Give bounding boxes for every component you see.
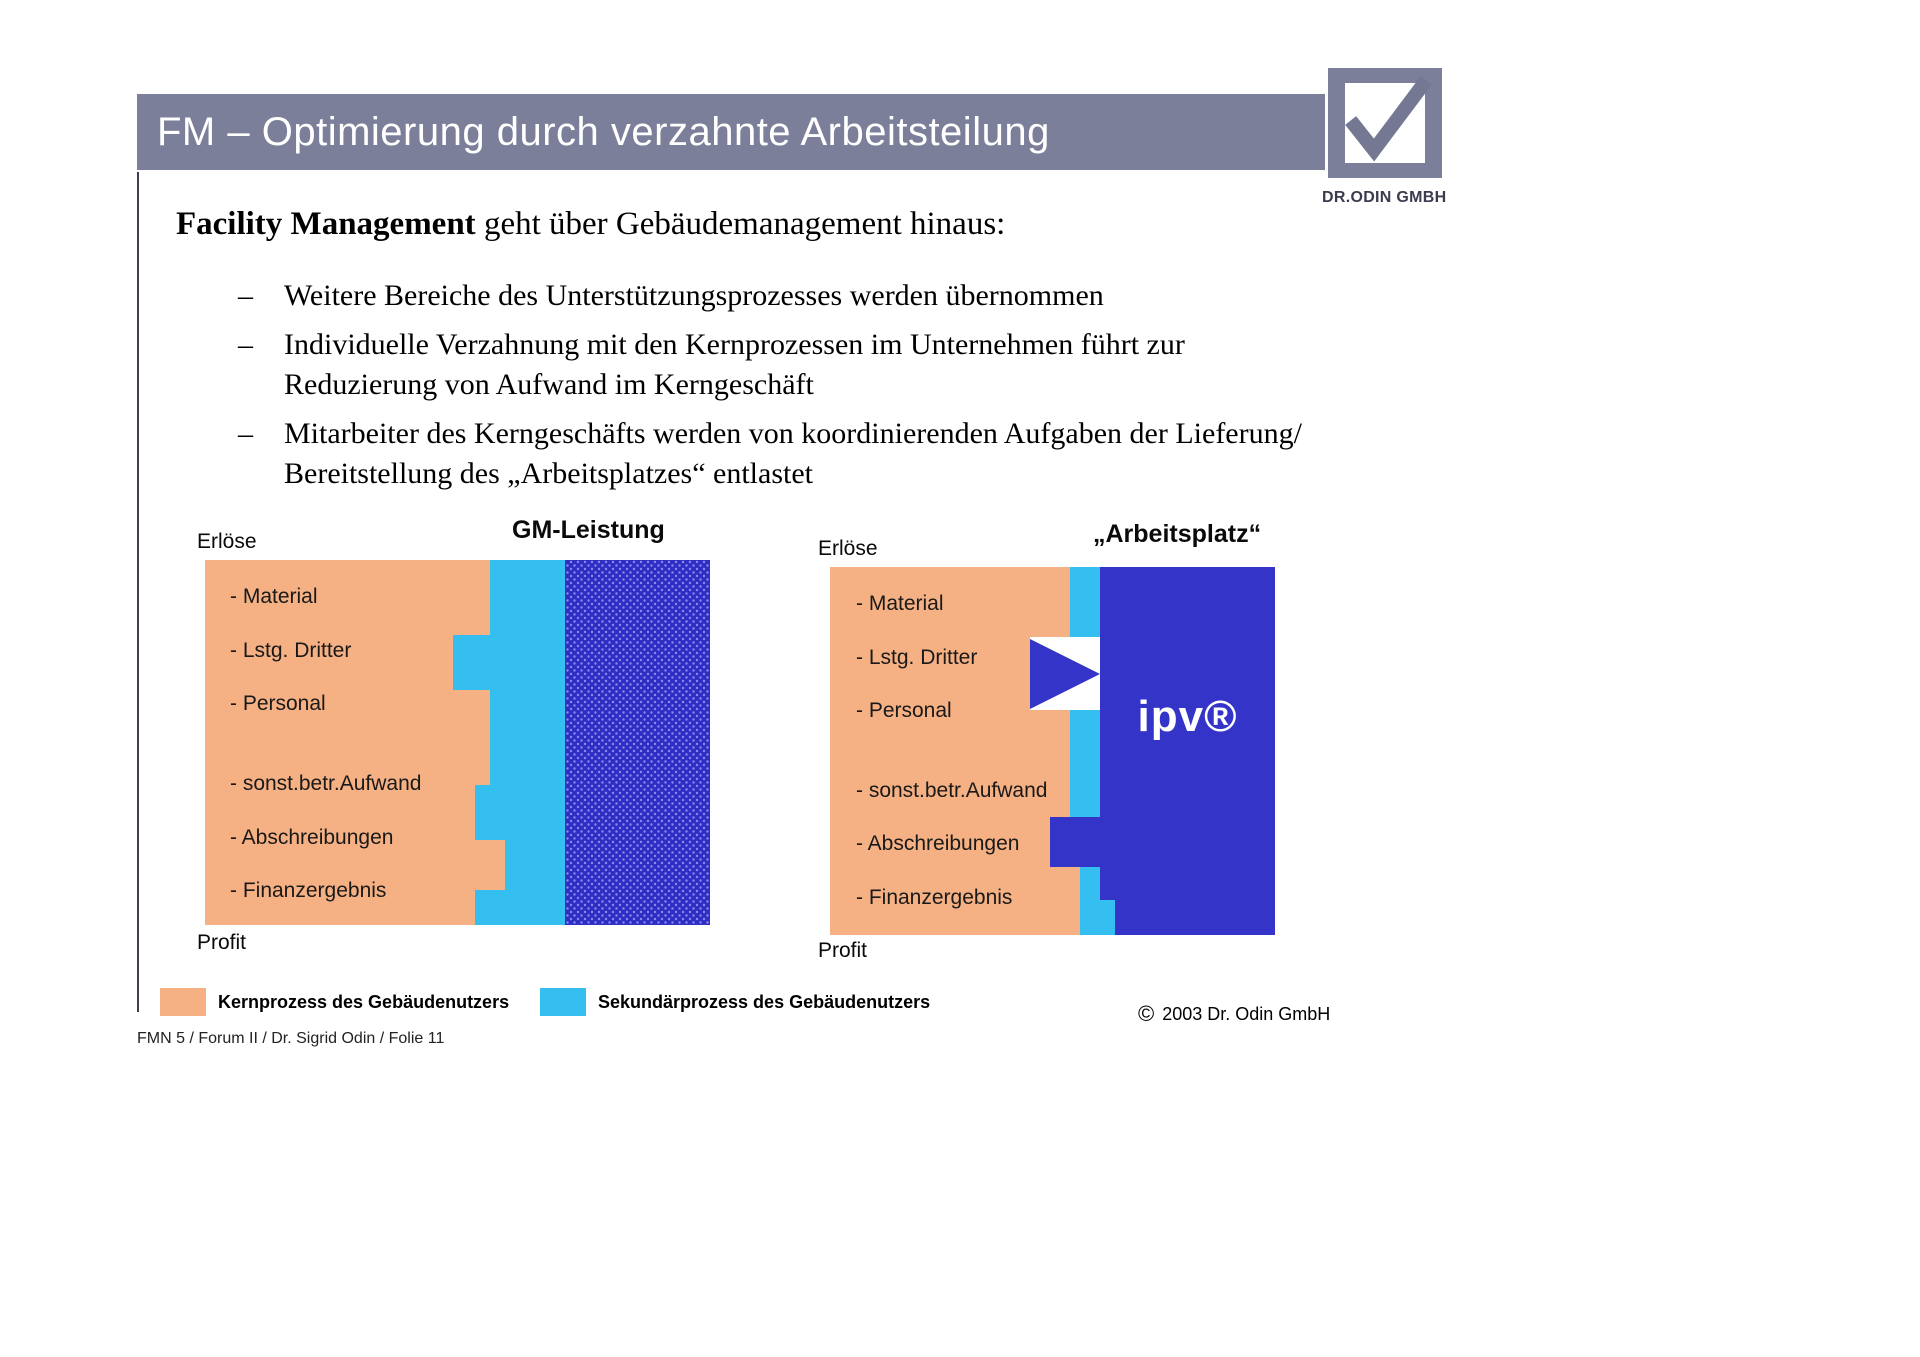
bullet-list: – Weitere Bereiche des Unterstützungspro… xyxy=(238,276,1328,502)
ap-secondary-top xyxy=(1070,567,1100,637)
gm-core-process-area xyxy=(205,560,505,925)
gm-item-finanzergebnis: - Finanzergebnis xyxy=(230,879,387,902)
legend-core-swatch xyxy=(160,988,206,1016)
legend-core-label: Kernprozess des Gebäudenutzers xyxy=(218,992,510,1012)
gm-item-material: - Material xyxy=(230,585,318,608)
header-bar: FM – Optimierung durch verzahnte Arbeits… xyxy=(137,94,1325,170)
legend-secondary-label: Sekundärprozess des Gebäudenutzers xyxy=(598,992,931,1012)
checkmark-icon xyxy=(1345,76,1432,162)
ap-item-sonst-aufwand: - sonst.betr.Aufwand xyxy=(856,779,1048,802)
bullet-text: Mitarbeiter des Kerngeschäfts werden von… xyxy=(284,416,1302,490)
ap-core-process-area xyxy=(830,567,1080,935)
ap-item-abschreibungen: - Abschreibungen xyxy=(856,832,1020,855)
heading-rest-part: geht über Gebäudemanagement hinaus: xyxy=(475,206,1006,242)
gm-chart-title: GM-Leistung xyxy=(512,516,665,544)
bullet-text: Weitere Bereiche des Unterstützungsproze… xyxy=(284,279,1104,312)
gm-chart-graphic xyxy=(205,560,710,925)
ap-chart-graphic xyxy=(830,567,1275,935)
bullet-item: – Individuelle Verzahnung mit den Kernpr… xyxy=(238,325,1328,405)
copyright: © 2003 Dr. Odin GmbH xyxy=(1138,1003,1330,1025)
bullet-dash: – xyxy=(238,279,253,312)
ap-ipv-block xyxy=(1050,567,1275,935)
heading-bold-part: Facility Management xyxy=(176,206,476,242)
company-name: DR.ODIN GMBH xyxy=(1322,189,1447,206)
gm-profit-label: Profit xyxy=(197,931,247,954)
ap-item-finanzergebnis: - Finanzergebnis xyxy=(856,886,1013,909)
gm-item-abschreibungen: - Abschreibungen xyxy=(230,826,394,849)
gm-erloese-label: Erlöse xyxy=(197,530,257,553)
content-left-rule xyxy=(137,172,139,1012)
bullet-text: Individuelle Verzahnung mit den Kernproz… xyxy=(284,327,1185,401)
bullet-item: – Weitere Bereiche des Unterstützungspro… xyxy=(238,276,1328,316)
ap-item-lstg-dritter: - Lstg. Dritter xyxy=(856,646,978,669)
gm-item-sonst-aufwand: - sonst.betr.Aufwand xyxy=(230,772,422,795)
ap-secondary-mid xyxy=(1070,710,1100,817)
content-heading: Facility Management geht über Gebäudeman… xyxy=(176,206,1005,243)
bullet-dash: – xyxy=(238,416,253,450)
gm-secondary-process-area xyxy=(453,560,565,925)
gm-item-lstg-dritter: - Lstg. Dritter xyxy=(230,639,352,662)
ipv-block-label: ipv® xyxy=(1137,692,1238,741)
legend-secondary-swatch xyxy=(540,988,586,1016)
gm-item-personal: - Personal xyxy=(230,692,326,715)
ap-item-personal: - Personal xyxy=(856,699,952,722)
dr-odin-logo xyxy=(1328,68,1442,178)
copyright-text: 2003 Dr. Odin GmbH xyxy=(1162,1003,1331,1024)
ap-profit-label: Profit xyxy=(818,939,868,962)
slide-title: FM – Optimierung durch verzahnte Arbeits… xyxy=(157,109,1050,154)
bullet-dash: – xyxy=(238,327,253,361)
copyright-icon: © xyxy=(1138,1001,1155,1026)
ap-chart-title: „Arbeitsplatz“ xyxy=(1093,520,1262,548)
slide-footer-note: FMN 5 / Forum II / Dr. Sigrid Odin / Fol… xyxy=(137,1030,445,1047)
ap-item-material: - Material xyxy=(856,592,944,615)
ap-secondary-bottom xyxy=(1080,867,1115,935)
ap-interlock-arrow xyxy=(1030,639,1100,709)
ap-erloese-label: Erlöse xyxy=(818,537,878,560)
bullet-item: – Mitarbeiter des Kerngeschäfts werden v… xyxy=(238,414,1328,494)
gm-leistung-block xyxy=(565,560,710,925)
